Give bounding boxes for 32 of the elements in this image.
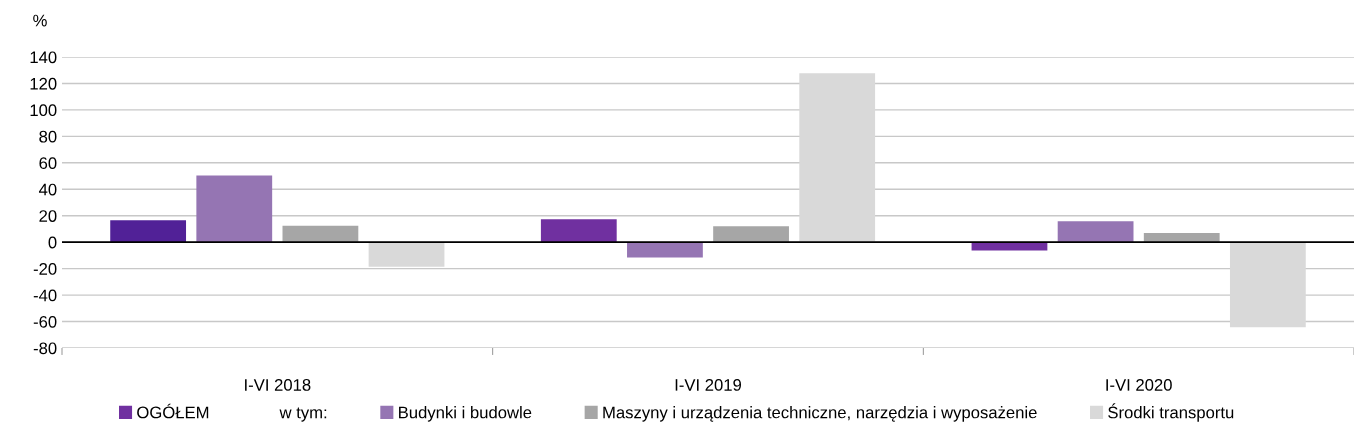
- y-tick-label: 100: [30, 104, 57, 117]
- y-tick-label: 60: [39, 157, 57, 170]
- bar: [713, 226, 789, 243]
- legend-label: Budynki i budowle: [399, 406, 532, 422]
- x-tick-label: I-VI 2018: [245, 379, 311, 391]
- bar: [282, 225, 359, 243]
- bar: [627, 242, 703, 258]
- x-tick-label: I-VI 2020: [1106, 379, 1172, 391]
- bar: [1057, 221, 1134, 243]
- bar: [799, 73, 876, 243]
- y-tick-label: -20: [33, 263, 57, 275]
- legend-label: Maszyny i urządzenia techniczne, narzędzia i wyposażenie: [603, 406, 1037, 422]
- y-tick-label: 20: [39, 210, 57, 222]
- y-tick-label: -40: [33, 289, 57, 302]
- y-tick-label: -80: [33, 342, 57, 355]
- legend-label: OGÓŁEM: [137, 403, 209, 419]
- bar: [540, 219, 617, 243]
- y-axis-title: %: [33, 14, 47, 27]
- y-tick-label: 140: [30, 51, 57, 64]
- bar: [971, 242, 1048, 251]
- bar: [196, 175, 273, 243]
- x-tick-label: I-VI 2019: [675, 379, 742, 391]
- bar: [368, 242, 445, 267]
- legend-label: Środki transportu: [1108, 403, 1234, 422]
- y-tick-label: -60: [33, 315, 57, 328]
- bar: [1229, 242, 1306, 328]
- y-tick-label: 80: [39, 130, 57, 143]
- bar: [110, 220, 187, 243]
- y-tick-label: 40: [38, 183, 57, 196]
- text: w tym:: [279, 407, 327, 422]
- y-tick-label: 0: [48, 236, 57, 249]
- y-tick-label: 120: [30, 77, 57, 90]
